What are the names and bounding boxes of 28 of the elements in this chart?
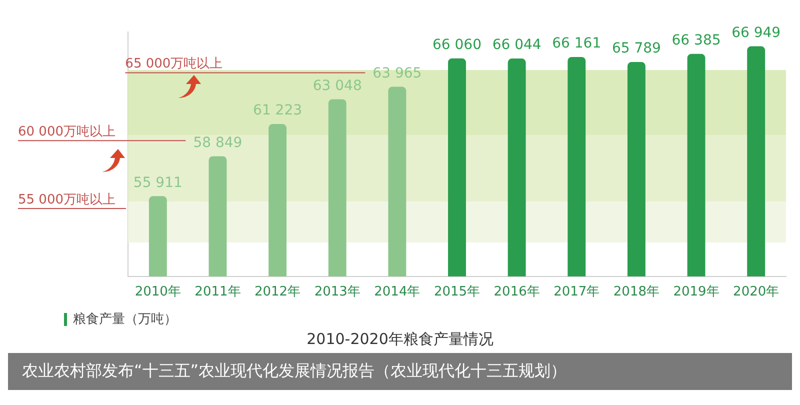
- x-tick-label: 2013年: [314, 284, 360, 300]
- data-label: 55 911: [133, 174, 182, 191]
- text: 2010-2020年粮食产量情况: [306, 330, 494, 349]
- data-label: 66 161: [552, 36, 602, 52]
- x-tick-label: 2014年: [374, 284, 420, 300]
- data-label: 66 949: [732, 24, 781, 41]
- data-label: 58 849: [193, 134, 242, 151]
- x-tick-label: 2020年: [733, 284, 780, 300]
- x-tick-label: 2011年: [194, 284, 241, 300]
- x-tick-label: 2017年: [554, 284, 600, 300]
- x-tick-label: 2018年: [613, 284, 660, 300]
- ref-line-label: 60 000万吨以上: [18, 124, 116, 140]
- x-tick-label: 2016年: [494, 284, 540, 300]
- x-tick-label: 2015年: [434, 284, 480, 300]
- data-label: 65 789: [612, 40, 661, 57]
- ref-line-label: 55 000万吨以上: [18, 192, 116, 208]
- data-label: 66 044: [492, 37, 542, 54]
- x-tick-label: 2010年: [134, 284, 181, 300]
- data-label: 63 048: [312, 78, 362, 94]
- data-label: 66 060: [432, 36, 482, 53]
- legend-label: 粮食产量（万吨）: [73, 311, 177, 328]
- ref-line-label: 65 000万吨以上: [125, 56, 223, 72]
- text: 农业农村部发布“十三五”农业现代化发展情况报告（农业现代化十三五规划）: [8, 353, 792, 390]
- x-tick-label: 2019年: [673, 284, 720, 300]
- x-tick-label: 2012年: [254, 284, 301, 300]
- data-label: 63 965: [372, 65, 422, 82]
- data-label: 61 223: [253, 102, 302, 119]
- data-label: 66 385: [672, 32, 721, 49]
